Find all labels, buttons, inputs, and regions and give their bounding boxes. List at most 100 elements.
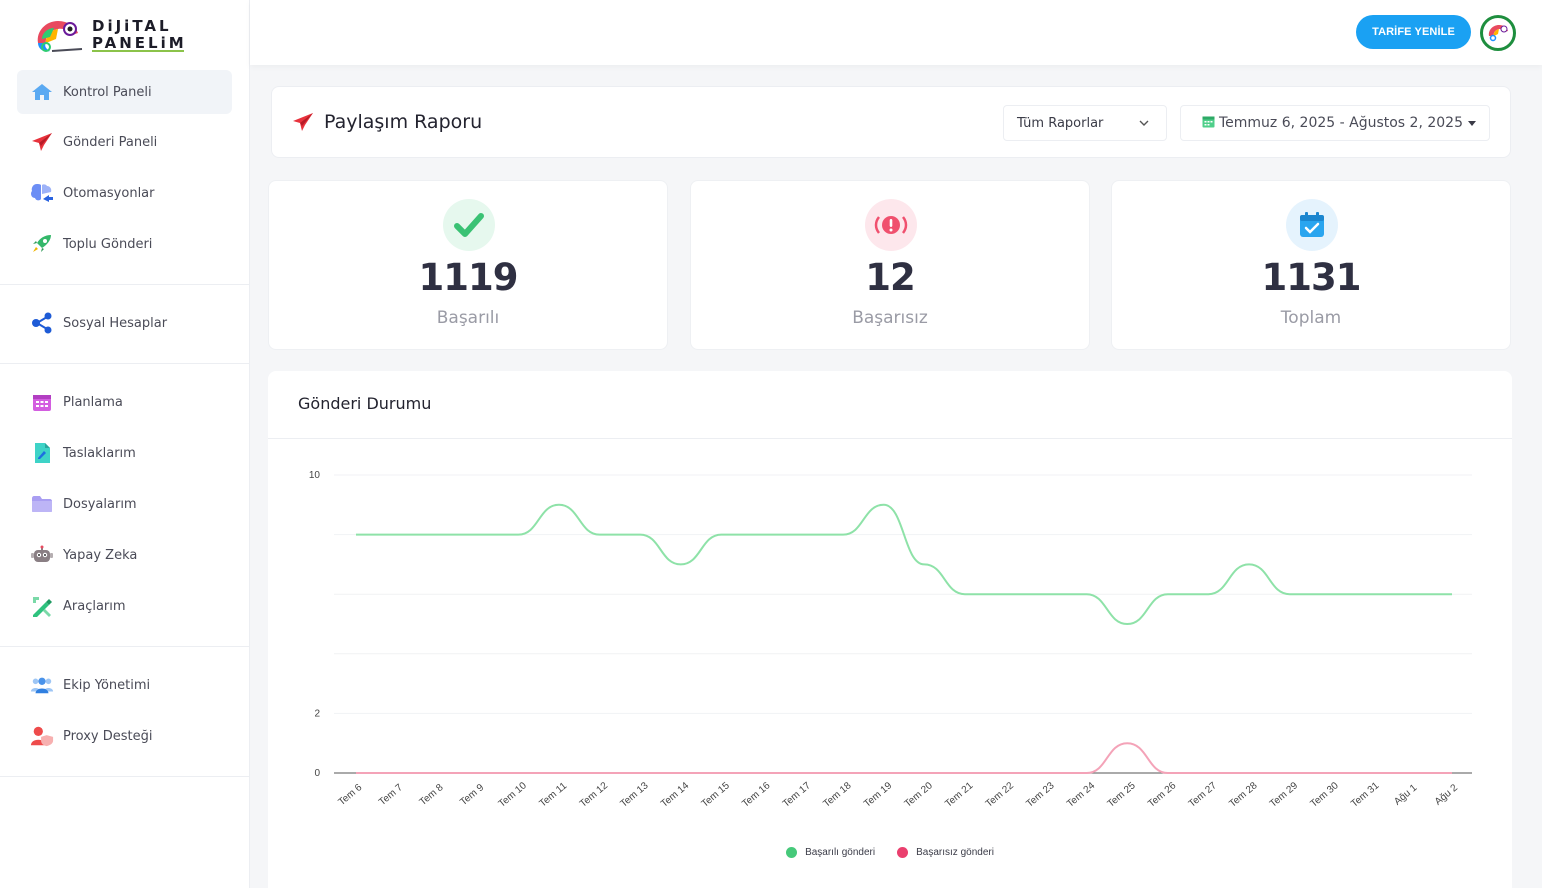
sidebar-item-label: Kontrol Paneli <box>63 84 152 100</box>
line-chart: 0 2 10 Tem 6 Tem 7 Tem 8 Tem 9 Tem 10 Tem 11 Tem … <box>309 470 1472 810</box>
stat-value: 1131 <box>1261 256 1362 299</box>
sidebar-item-label: Sosyal Hesaplar <box>63 315 168 331</box>
sidebar-item-label: Otomasyonlar <box>63 185 155 201</box>
robot-icon <box>30 544 54 566</box>
chart-card: Gönderi Durumu 0 2 10 Tem 6 Tem 7 Tem 8 Tem 9 T… <box>268 371 1512 888</box>
sidebar-item-toplu-gonderi[interactable]: Toplu Gönderi <box>17 222 232 266</box>
sidebar-item-label: Ekip Yönetimi <box>63 677 151 693</box>
x-tick-label: Tem 31 <box>1349 780 1382 810</box>
sidebar-item-otomasyonlar[interactable]: Otomasyonlar <box>17 171 232 215</box>
brand-logo[interactable]: DiJiTAL PANELiM <box>32 12 192 58</box>
series-line-1 <box>356 742 1452 774</box>
paper-plane-icon <box>30 131 54 153</box>
x-tick-label: Ağu 1 <box>1392 782 1419 808</box>
caret-down-icon <box>1468 120 1476 126</box>
x-tick-label: Tem 19 <box>862 780 895 810</box>
paper-plane-icon <box>292 112 314 136</box>
stat-card-success: 1119 Başarılı <box>268 180 668 350</box>
x-tick-label: Tem 6 <box>336 782 364 808</box>
legend-label: Başarısız gönderi <box>916 847 994 858</box>
stat-card-total: 1131 Toplam <box>1111 180 1511 350</box>
x-tick-label: Ağu 2 <box>1433 782 1460 808</box>
x-tick-label: Tem 16 <box>740 780 773 810</box>
sidebar-item-gonderi-paneli[interactable]: Gönderi Paneli <box>17 120 232 164</box>
x-tick-label: Tem 21 <box>943 780 976 810</box>
stat-label: Başarısız <box>852 308 928 328</box>
brand-line-2: PANELiM <box>92 34 187 52</box>
alert-icon <box>865 199 917 251</box>
avatar[interactable] <box>1480 15 1516 51</box>
y-tick-label: 10 <box>309 470 321 481</box>
stat-label: Toplam <box>1280 308 1342 328</box>
sidebar-item-planlama[interactable]: Planlama <box>17 380 232 424</box>
x-tick-label: Tem 24 <box>1065 780 1098 810</box>
date-range-value: Temmuz 6, 2025 - Ağustos 2, 2025 <box>1219 115 1463 131</box>
team-icon <box>30 674 54 696</box>
sidebar-divider <box>0 646 249 647</box>
y-tick-label: 2 <box>314 708 320 719</box>
x-tick-label: Tem 26 <box>1146 780 1179 810</box>
legend-dot <box>786 847 798 858</box>
x-tick-label: Tem 29 <box>1268 780 1301 810</box>
legend-item-failed[interactable]: Başarısız gönderi <box>897 847 994 858</box>
date-range-picker[interactable]: Temmuz 6, 2025 - Ağustos 2, 2025 <box>1180 105 1490 141</box>
renew-plan-button[interactable]: TARİFE YENİLE <box>1356 15 1471 49</box>
user-shield-icon <box>30 725 54 747</box>
sidebar-item-dosyalarim[interactable]: Dosyalarım <box>17 482 232 526</box>
sidebar-item-kontrol-paneli[interactable]: Kontrol Paneli <box>17 70 232 114</box>
chevron-down-icon <box>1138 117 1150 133</box>
legend-label: Başarılı gönderi <box>805 847 876 858</box>
sidebar-item-label: Toplu Gönderi <box>63 236 153 252</box>
sidebar-item-ekip-yonetimi[interactable]: Ekip Yönetimi <box>17 663 232 707</box>
calendar-check-icon <box>1286 199 1338 251</box>
x-tick-label: Tem 15 <box>700 780 733 810</box>
sidebar-item-yapay-zeka[interactable]: Yapay Zeka <box>17 533 232 577</box>
sidebar-item-label: Planlama <box>63 394 123 410</box>
x-tick-label: Tem 18 <box>821 780 854 810</box>
x-tick-label: Tem 10 <box>497 780 530 810</box>
report-filter-value: Tüm Raporlar <box>1017 115 1104 131</box>
sidebar-item-label: Taslaklarım <box>63 445 136 461</box>
brand-line-1: DiJiTAL <box>92 17 172 35</box>
x-tick-label: Tem 25 <box>1106 780 1139 810</box>
folder-icon <box>30 493 54 515</box>
x-tick-label: Tem 23 <box>1024 780 1057 810</box>
series-line-0 <box>356 503 1452 626</box>
chart-title: Gönderi Durumu <box>298 394 432 413</box>
sidebar-item-label: Gönderi Paneli <box>63 134 158 150</box>
chart-legend: Başarılı gönderi Başarısız gönderi <box>268 847 1512 858</box>
sidebar-item-proxy-destegi[interactable]: Proxy Desteği <box>17 714 232 758</box>
x-tick-label: Tem 11 <box>538 780 570 809</box>
sidebar-item-label: Proxy Desteği <box>63 728 153 744</box>
check-icon <box>443 199 495 251</box>
home-icon <box>30 81 54 103</box>
chart-divider <box>268 438 1512 439</box>
tools-icon <box>30 595 54 617</box>
calendar-icon <box>30 391 54 413</box>
x-tick-label: Tem 7 <box>377 782 405 808</box>
report-filter-select[interactable]: Tüm Raporlar <box>1003 105 1167 141</box>
legend-item-success[interactable]: Başarılı gönderi <box>786 847 875 858</box>
sidebar-item-sosyal-hesaplar[interactable]: Sosyal Hesaplar <box>17 301 232 345</box>
y-tick-label: 0 <box>314 768 320 779</box>
sidebar-item-label: Dosyalarım <box>63 496 137 512</box>
sidebar-item-taslaklarim[interactable]: Taslaklarım <box>17 431 232 475</box>
sidebar-divider <box>0 363 249 364</box>
x-tick-label: Tem 27 <box>1187 780 1220 810</box>
x-tick-label: Tem 8 <box>418 782 446 808</box>
page-title: Paylaşım Raporu <box>324 111 483 133</box>
sidebar-item-label: Yapay Zeka <box>63 547 138 563</box>
brain-icon <box>30 182 54 204</box>
stat-value: 12 <box>865 256 916 299</box>
draft-file-icon <box>30 442 54 464</box>
x-tick-label: Tem 14 <box>659 780 692 810</box>
legend-dot <box>897 847 909 858</box>
x-tick-label: Tem 22 <box>984 780 1017 810</box>
stat-label: Başarılı <box>436 308 500 328</box>
topbar: TARİFE YENİLE <box>250 0 1542 65</box>
sidebar-item-araclarim[interactable]: Araçlarım <box>17 584 232 628</box>
sidebar-divider <box>0 776 249 777</box>
x-tick-label: Tem 9 <box>458 782 486 808</box>
rocket-icon <box>30 233 54 255</box>
stat-card-failed: 12 Başarısız <box>690 180 1090 350</box>
